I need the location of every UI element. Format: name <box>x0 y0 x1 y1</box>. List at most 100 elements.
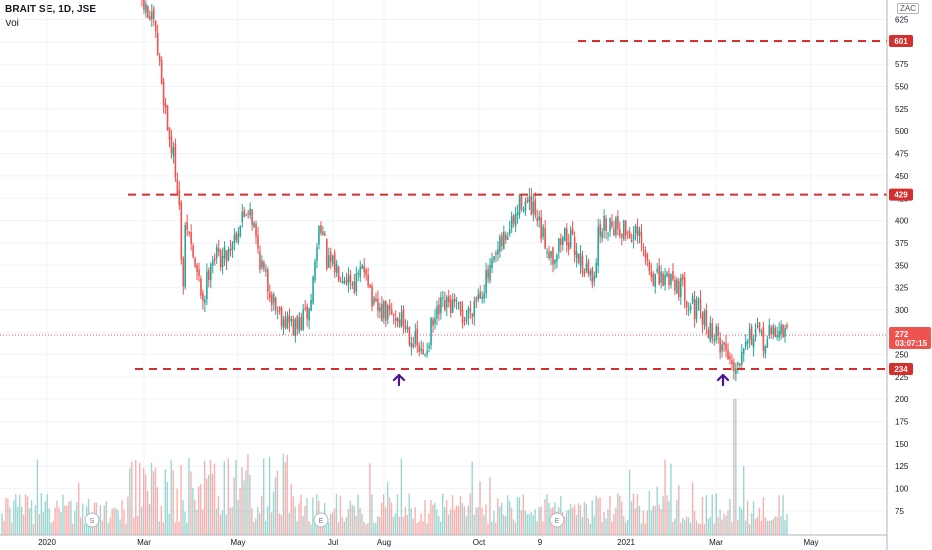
volume-bar <box>534 509 536 535</box>
volume-bar <box>371 494 373 535</box>
event-marker-icon <box>313 512 329 528</box>
volume-bar <box>786 514 788 535</box>
volume-bar <box>268 456 271 535</box>
volume-bar <box>296 521 298 535</box>
volume-bar <box>276 470 279 535</box>
candle-body <box>715 325 718 341</box>
volume-bar <box>593 515 595 535</box>
volume-bar <box>83 523 86 535</box>
volume-bar <box>510 507 513 535</box>
volume-bar <box>54 507 56 535</box>
candle-body <box>721 344 723 352</box>
volume-bar <box>658 504 660 535</box>
candle-body <box>288 315 291 323</box>
volume-bar <box>121 499 123 535</box>
candle-body <box>249 208 251 216</box>
volume-bar <box>172 470 174 535</box>
candle-body <box>184 225 187 288</box>
volume-bar <box>731 521 733 535</box>
candle-body <box>145 3 147 13</box>
candle-body <box>318 226 320 245</box>
volume-bar <box>650 510 652 535</box>
volume-bar <box>170 460 172 535</box>
volume-bar <box>333 508 336 535</box>
volume-bar <box>512 519 515 535</box>
volume-bar <box>50 522 52 535</box>
candle-body <box>532 201 535 214</box>
candle-body <box>680 277 682 297</box>
candle-body <box>477 294 480 300</box>
volume-bar <box>687 517 690 535</box>
candle-body <box>685 301 688 308</box>
candle-body <box>143 0 145 10</box>
volume-bar <box>160 506 163 535</box>
candle-body <box>302 309 305 330</box>
volume-bar <box>365 524 367 535</box>
symbol-header[interactable]: BRAIT SE, 1D, JSE <box>5 4 97 15</box>
candle-body <box>255 224 257 237</box>
volume-bar <box>28 508 31 535</box>
volume-bar <box>585 504 588 535</box>
volume-bar <box>235 459 237 535</box>
volume-bar <box>24 494 27 535</box>
level-tag-label: 601 <box>894 37 908 46</box>
candle-body <box>331 255 334 265</box>
volume-bar <box>274 477 277 535</box>
volume-bar <box>626 519 629 535</box>
volume-bar <box>522 494 525 535</box>
volume-bar <box>617 493 619 535</box>
candle-body <box>530 195 533 215</box>
volume-bar <box>36 459 39 535</box>
candle-body <box>601 231 603 239</box>
candle-body <box>294 319 297 337</box>
candle-body <box>261 260 263 268</box>
volume-bar <box>758 507 761 535</box>
candle-body <box>339 281 342 283</box>
candle-body <box>213 258 216 261</box>
candle-body <box>412 343 415 348</box>
volume-bar <box>514 522 517 535</box>
candle-body <box>569 229 572 248</box>
volume-bar <box>499 506 501 535</box>
volume-bar <box>410 507 412 535</box>
volume-bar <box>320 520 322 535</box>
volume-bar <box>347 508 349 535</box>
candle-body <box>613 228 615 236</box>
volume-bar <box>536 520 538 535</box>
candle-body <box>164 103 167 108</box>
volume-bar <box>571 507 574 535</box>
candle-body <box>381 303 383 322</box>
candle-body <box>235 232 238 241</box>
candle-body <box>689 305 692 310</box>
volume-bar <box>662 496 664 535</box>
volume-bar <box>597 498 599 535</box>
candle-body <box>398 319 401 326</box>
volume-bar <box>7 498 9 535</box>
candle-body <box>158 56 161 61</box>
volume-bar <box>245 470 247 535</box>
volume-bar <box>251 508 253 535</box>
volume-bar <box>363 521 365 535</box>
volume-bar <box>725 515 727 535</box>
volume-bar <box>52 520 54 535</box>
event-marker-label: E <box>319 518 324 525</box>
candle-body <box>438 304 440 315</box>
candle-body <box>166 105 169 131</box>
volume-bar <box>676 500 678 535</box>
volume-bar <box>752 501 755 535</box>
candle-body <box>209 264 212 281</box>
x-tick-label: May <box>230 538 245 547</box>
volume-bar <box>477 506 479 535</box>
volume-bar <box>719 509 721 535</box>
candle-body <box>150 12 153 20</box>
volume-label[interactable]: Vol <box>5 18 19 29</box>
volume-bar <box>101 520 104 535</box>
volume-bar <box>672 521 674 535</box>
candle-body <box>162 81 165 106</box>
candle-body <box>558 238 560 253</box>
volume-bar <box>62 494 64 535</box>
candle-body <box>619 228 621 236</box>
candle-body <box>272 294 275 304</box>
volume-bar <box>666 495 668 535</box>
